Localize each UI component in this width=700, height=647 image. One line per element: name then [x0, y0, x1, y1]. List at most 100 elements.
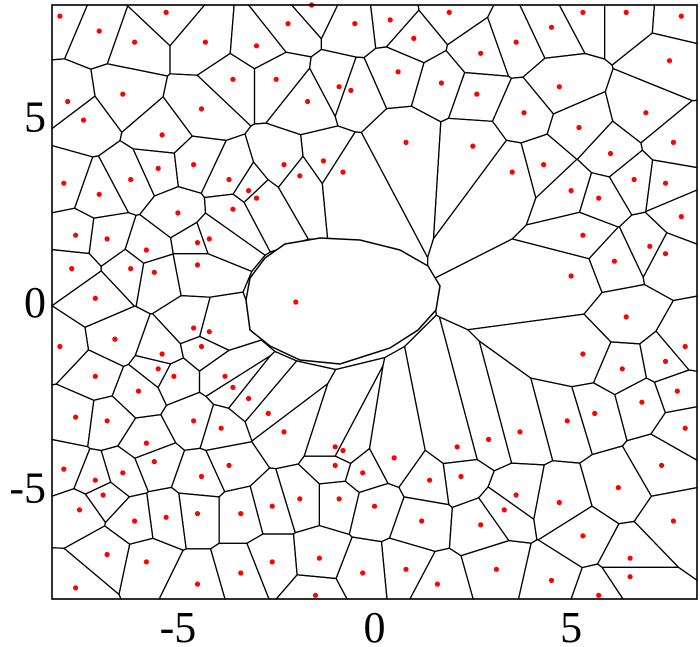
seed-point	[627, 574, 633, 580]
voronoi-cell	[522, 52, 614, 115]
seed-point	[427, 477, 433, 483]
seed-point	[662, 180, 669, 186]
seed-point	[104, 236, 110, 242]
seed-point	[360, 570, 366, 576]
seed-point	[120, 470, 126, 476]
seed-point	[564, 418, 570, 424]
seed-point	[352, 21, 358, 27]
seed-point	[163, 514, 169, 520]
seed-point	[360, 470, 366, 476]
seed-point	[682, 425, 688, 431]
voronoi-cell	[205, 441, 271, 493]
seed-point	[662, 251, 669, 257]
seed-point	[155, 366, 161, 372]
seed-point	[238, 570, 244, 576]
seed-point	[269, 559, 275, 565]
seed-point	[132, 518, 138, 524]
seed-point	[340, 169, 346, 175]
seed-point	[521, 110, 527, 116]
voronoi-cell	[403, 314, 478, 465]
seed-point	[281, 162, 287, 168]
voronoi-cell	[90, 63, 169, 134]
voronoi-cell	[466, 313, 612, 388]
voronoi-cell	[200, 133, 255, 199]
seed-point	[682, 343, 688, 350]
voronoi-edges	[50, 4, 698, 600]
voronoi-cell	[253, 51, 312, 125]
seed-points	[57, 2, 688, 598]
seed-point	[175, 210, 181, 216]
voronoi-cell	[588, 226, 646, 294]
voronoi-cell	[596, 520, 681, 568]
seed-point	[191, 418, 197, 424]
seed-point	[73, 232, 79, 238]
voronoi-cell	[290, 4, 339, 40]
voronoi-cell	[360, 105, 442, 260]
voronoi-cell	[308, 48, 357, 118]
voronoi-cell	[318, 480, 360, 536]
seed-point	[340, 447, 346, 454]
seed-point	[670, 139, 677, 145]
x-tick-label: -5	[160, 603, 197, 647]
seed-point	[76, 507, 83, 513]
voronoi-cell	[645, 159, 698, 213]
seed-point	[403, 566, 409, 572]
voronoi-cell	[249, 467, 296, 535]
seed-point	[194, 262, 201, 268]
seed-point	[336, 84, 342, 90]
seed-point	[206, 329, 212, 335]
seed-point	[513, 39, 519, 45]
seed-point	[57, 13, 63, 19]
voronoi-cell	[518, 4, 586, 59]
seed-point	[285, 21, 291, 27]
seed-point	[128, 176, 134, 183]
seed-point	[128, 266, 134, 272]
voronoi-cell	[87, 395, 137, 452]
voronoi-cell	[348, 482, 405, 543]
seed-point	[419, 518, 425, 524]
voronoi-cell	[51, 4, 89, 61]
y-axis-ticks: -5 0 5	[9, 92, 46, 512]
seed-point	[509, 169, 515, 175]
voronoi-cell	[51, 304, 90, 386]
seed-point	[474, 91, 480, 97]
seed-point	[230, 384, 236, 390]
seed-point	[191, 162, 197, 168]
voronoi-cell	[104, 492, 154, 545]
seed-point	[269, 503, 275, 509]
voronoi-cell	[157, 357, 201, 407]
seed-point	[596, 195, 602, 201]
seed-point	[666, 58, 673, 64]
seed-point	[678, 214, 684, 220]
voronoi-cell	[179, 335, 231, 372]
voronoi-cell	[73, 447, 112, 495]
seed-point	[159, 132, 165, 138]
seed-point	[332, 462, 338, 468]
voronoi-cell	[618, 211, 668, 279]
voronoi-cell	[277, 155, 329, 241]
seed-point	[615, 485, 621, 491]
seed-point	[619, 366, 625, 372]
voronoi-cell	[204, 355, 271, 409]
seed-point	[623, 9, 629, 15]
central-void	[245, 237, 441, 365]
seed-point	[202, 39, 208, 45]
seed-point	[611, 258, 618, 264]
seed-point	[678, 13, 684, 19]
seed-point	[191, 325, 197, 331]
seed-point	[297, 496, 303, 502]
seed-point	[297, 173, 303, 179]
voronoi-cell	[642, 231, 698, 302]
seed-point	[222, 373, 228, 379]
voronoi-cell	[247, 4, 322, 58]
voronoi-cell	[170, 447, 226, 498]
seed-point	[96, 28, 102, 34]
voronoi-cell	[119, 95, 194, 154]
seed-point	[446, 9, 452, 15]
seed-point	[69, 266, 75, 272]
seed-point	[73, 414, 79, 420]
seed-point	[391, 455, 397, 461]
seed-point	[395, 69, 401, 75]
voronoi-cell	[517, 539, 583, 600]
voronoi-cell	[432, 117, 508, 241]
